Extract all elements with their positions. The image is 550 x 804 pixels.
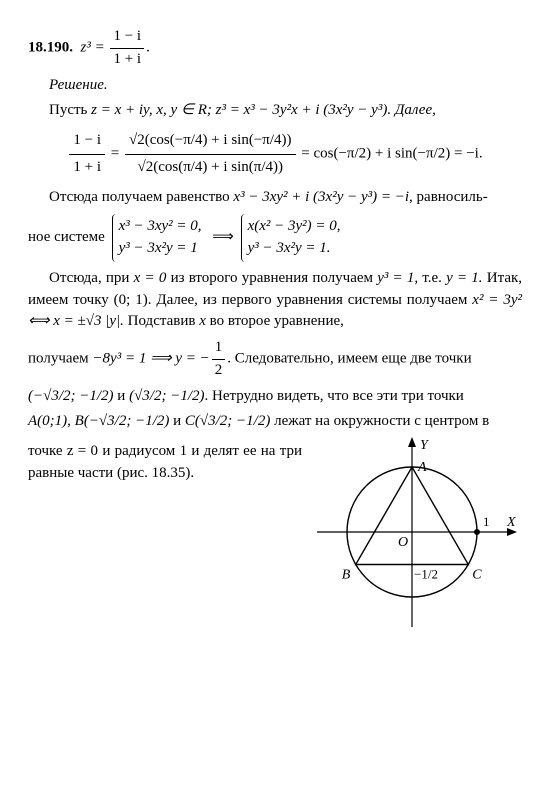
svg-text:−1/2: −1/2: [414, 567, 438, 582]
para2: Отсюда, при x = 0 из второго уравнения п…: [28, 268, 522, 333]
abc-line: A(0;1), B(−√3/2; −1/2) и C(√3/2; −1/2) л…: [28, 411, 522, 433]
para4: точке z = 0 и радиусом 1 и делят ее на т…: [28, 441, 302, 485]
line1: Пусть z = x + iy, x, y ∈ R; z³ = x³ − 3y…: [28, 100, 522, 122]
points-line: (−√3/2; −1/2) и (√3/2; −1/2). Нетрудно в…: [28, 386, 522, 408]
system1: x³ − 3xy² = 0, y³ − 3x²y = 1: [112, 214, 206, 262]
problem-number: 18.190.: [28, 40, 73, 56]
problem-header: 18.190. z³ = 1 − i 1 + i .: [28, 26, 522, 71]
eq-lhs: z³ =: [81, 40, 105, 56]
para3: получаем −8y³ = 1 ⟹ y = −12. Следователь…: [28, 337, 522, 382]
svg-text:1: 1: [483, 514, 490, 529]
svg-text:Y: Y: [420, 438, 430, 453]
system-line: ное системе x³ − 3xy² = 0, y³ − 3x²y = 1…: [28, 214, 522, 262]
svg-text:C: C: [472, 568, 482, 583]
system2: x(x² − 3y²) = 0, y³ − 3x²y = 1.: [241, 214, 345, 262]
solution-heading: Решение.: [28, 75, 522, 97]
line2: Отсюда получаем равенство x³ − 3xy² + i …: [28, 187, 522, 209]
svg-text:X: X: [506, 515, 516, 530]
figure-row: точке z = 0 и радиусом 1 и делят ее на т…: [28, 437, 522, 637]
figure-svg: Y X A B C O 1 −1/2: [312, 437, 522, 637]
eq-frac: 1 − i 1 + i: [110, 26, 144, 71]
svg-text:O: O: [398, 535, 408, 550]
svg-text:A: A: [417, 460, 427, 475]
svg-text:B: B: [342, 568, 351, 583]
big-fraction: 1 − i 1 + i = √2(cos(−π/4) + i sin(−π/4)…: [28, 128, 522, 181]
